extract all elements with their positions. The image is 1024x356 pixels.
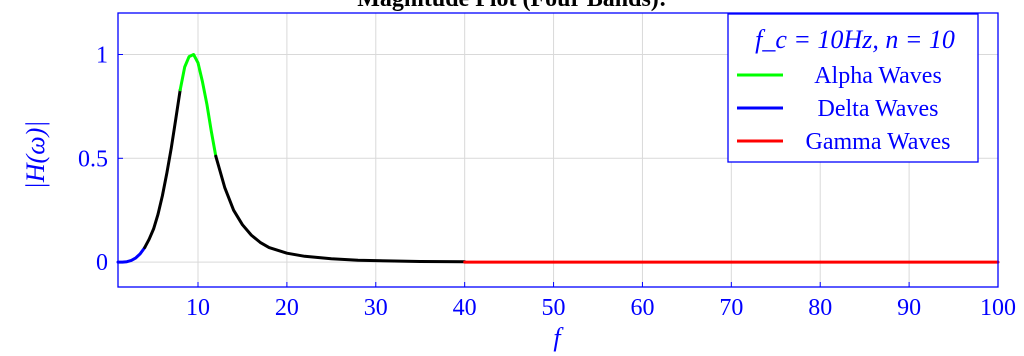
x-tick-label: 100 <box>980 295 1016 321</box>
legend-items: Alpha Waves Delta Waves Gamma Waves <box>737 63 950 155</box>
series-line-alpha-waves <box>178 53 218 158</box>
x-axis-label: f <box>553 323 564 352</box>
x-tick-label: 40 <box>453 295 477 321</box>
x-tick-label: 50 <box>542 295 566 321</box>
series-layer <box>116 53 1000 264</box>
x-tick-label: 30 <box>364 295 388 321</box>
plot-frame <box>117 12 999 288</box>
series-line-delta-waves <box>116 246 147 264</box>
legend: f_c = 10Hz, n = 10 Alpha Waves Delta Wave… <box>727 13 979 163</box>
x-tick-label: 60 <box>630 295 654 321</box>
y-tick-label: 1 <box>96 43 108 69</box>
legend-entry-label: Delta Waves <box>818 96 939 122</box>
series-line-response-segment <box>214 154 467 264</box>
legend-entry-label: Gamma Waves <box>806 129 951 155</box>
chart-title: Magnitude Plot (Four Bands): <box>357 0 667 12</box>
tick-labels: 10 20 30 40 50 60 70 80 90 100 0 0.5 1 <box>78 43 1016 321</box>
x-tick-label: 70 <box>719 295 743 321</box>
legend-title: f_c = 10Hz, n = 10 <box>755 25 955 54</box>
y-tick-label: 0.5 <box>78 146 108 172</box>
x-tick-label: 90 <box>897 295 921 321</box>
legend-entry-label: Alpha Waves <box>814 63 942 89</box>
y-tick-label: 0 <box>96 250 108 276</box>
x-tick-label: 10 <box>186 295 210 321</box>
x-tick-label: 20 <box>275 295 299 321</box>
y-axis-label: |H(ω)| <box>21 121 50 190</box>
series-line-response-segment <box>143 88 182 250</box>
x-tick-label: 80 <box>808 295 832 321</box>
legend-box <box>727 13 979 163</box>
